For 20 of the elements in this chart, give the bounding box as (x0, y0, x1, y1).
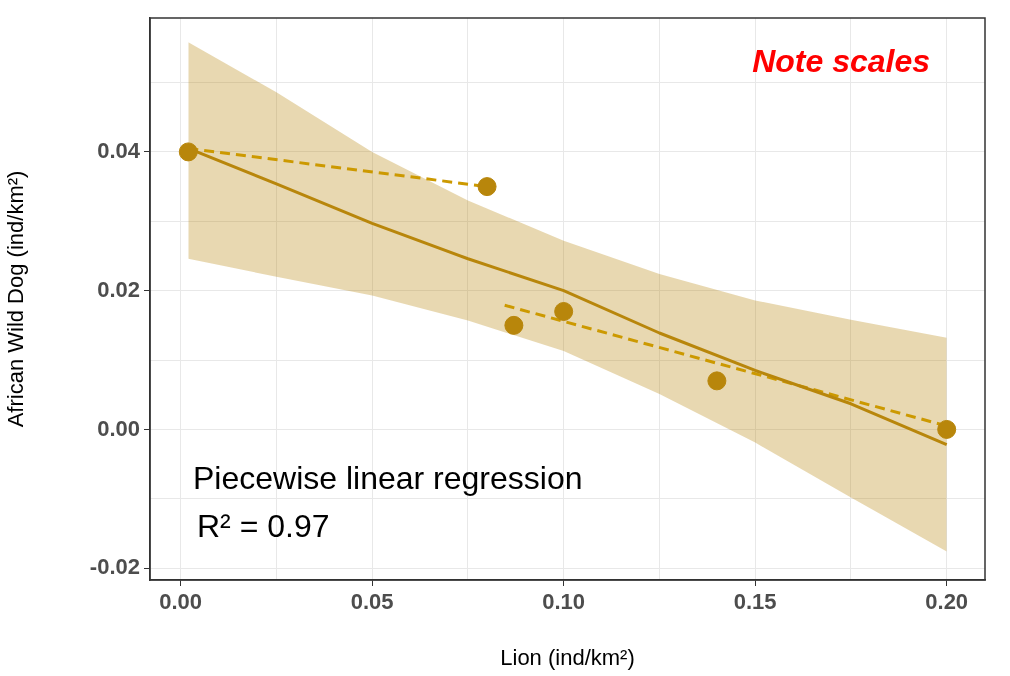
annotation: R² = 0.97 (197, 507, 330, 544)
x-axis-title: Lion (ind/km²) (500, 644, 635, 670)
annotation: Note scales (752, 42, 930, 79)
point (554, 301, 574, 321)
y-axis-title: African Wild Dog (ind/km²) (3, 170, 29, 428)
x-tick-label: 0.20 (925, 589, 969, 615)
y-tick-label: 0.00 (97, 415, 140, 441)
point (937, 419, 957, 439)
x-tick-label: 0.10 (542, 589, 586, 615)
y-tick-label: 0.02 (97, 276, 140, 302)
point (477, 177, 497, 197)
annotation: Piecewise linear regression (193, 459, 583, 496)
point (707, 371, 727, 391)
point (178, 142, 198, 162)
point (504, 315, 524, 335)
x-tick-label: 0.05 (350, 589, 394, 615)
y-tick-label: 0.04 (97, 137, 141, 163)
x-tick-label: 0.15 (733, 589, 777, 615)
x-tick-label: 0.00 (159, 589, 203, 615)
y-tick-label: -0.02 (89, 554, 140, 580)
